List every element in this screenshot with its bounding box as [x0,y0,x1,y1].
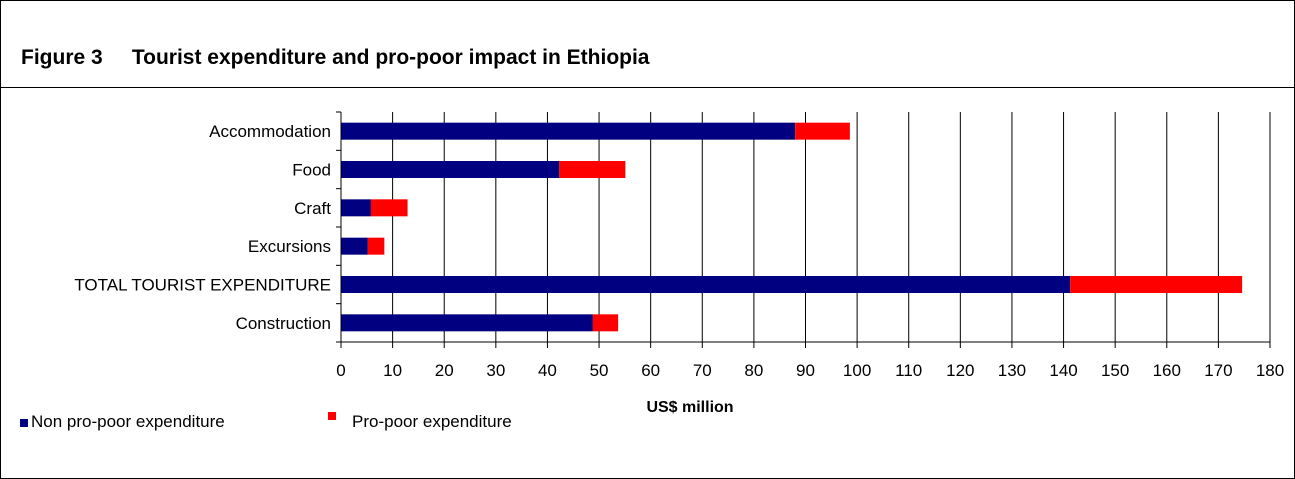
category-label: Excursions [248,237,331,256]
category-label: Construction [236,314,331,333]
bar-non-pro-poor [341,199,371,217]
bar-non-pro-poor [341,314,593,332]
x-tick-label: 30 [486,361,505,380]
x-tick-label: 40 [538,361,557,380]
legend-label-non-pro-poor: Non pro-poor expenditure [31,412,225,431]
bar-pro-poor [592,314,619,332]
x-tick-label: 120 [946,361,974,380]
x-tick-label: 100 [843,361,871,380]
x-tick-label: 50 [590,361,609,380]
x-tick-label: 80 [744,361,763,380]
figure-title: Figure 3 Tourist expenditure and pro-poo… [21,46,650,69]
x-tick-label: 20 [435,361,454,380]
bar-pro-poor [1070,276,1243,293]
x-tick-label: 10 [383,361,402,380]
category-label: TOTAL TOURIST EXPENDITURE [74,276,331,295]
legend-swatch-pro-poor [328,411,336,420]
x-tick-label: 70 [693,361,712,380]
bar-pro-poor [370,199,408,217]
bar-non-pro-poor [341,122,796,140]
legend-item-pro-poor: Pro-poor expenditure [328,411,512,432]
bar-pro-poor [795,122,850,140]
x-tick-label: 160 [1153,361,1181,380]
x-tick-label: 140 [1049,361,1077,380]
category-label: Craft [294,199,331,218]
bar-non-pro-poor [341,276,1071,293]
bar-pro-poor [559,161,626,178]
x-tick-label: 180 [1256,361,1284,380]
legend-swatch-non-pro-poor [20,418,28,427]
x-tick-label: 60 [641,361,660,380]
bar-non-pro-poor [341,161,560,178]
category-label: Accommodation [209,122,331,141]
legend-item-non-pro-poor: Non pro-poor expenditure [20,412,225,432]
figure-header: Figure 3 Tourist expenditure and pro-poo… [1,1,1294,88]
x-tick-label: 0 [336,361,345,380]
x-tick-label: 170 [1204,361,1232,380]
category-label: Food [292,161,331,180]
x-tick-label: 150 [1101,361,1129,380]
x-tick-label: 130 [998,361,1026,380]
x-tick-label: 110 [895,361,922,380]
x-tick-label: 90 [796,361,815,380]
legend-label-pro-poor: Pro-poor expenditure [352,412,512,431]
bar-non-pro-poor [341,237,368,255]
x-axis-title: US$ million [646,399,734,416]
bar-pro-poor [367,237,385,255]
